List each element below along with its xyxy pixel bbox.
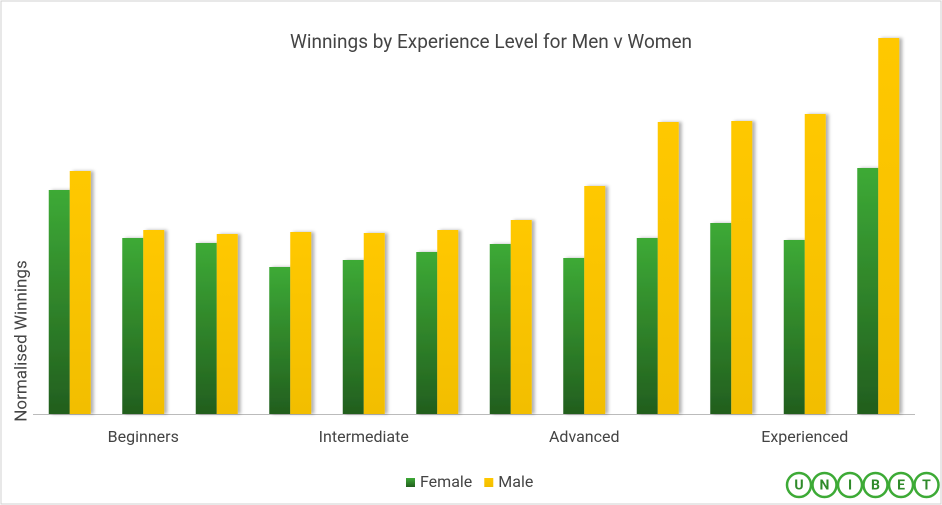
legend-swatch bbox=[484, 478, 494, 487]
bar bbox=[878, 38, 900, 414]
bar bbox=[437, 230, 459, 414]
bar bbox=[636, 238, 658, 414]
bar bbox=[363, 233, 385, 414]
bar bbox=[804, 114, 826, 414]
bar bbox=[489, 244, 511, 414]
chart-title: Winnings by Experience Level for Men v W… bbox=[290, 30, 692, 53]
bar bbox=[416, 252, 438, 414]
x-tick-label: Advanced bbox=[549, 427, 620, 446]
bar bbox=[143, 230, 165, 414]
logo-circle bbox=[913, 471, 940, 499]
bar bbox=[584, 186, 606, 414]
bar bbox=[195, 243, 217, 414]
bar bbox=[69, 171, 91, 414]
x-tick-label: Experienced bbox=[761, 427, 848, 446]
legend-label: Female bbox=[420, 472, 472, 491]
bar bbox=[510, 220, 532, 414]
bar bbox=[783, 240, 805, 414]
bar bbox=[563, 258, 585, 414]
bar bbox=[710, 223, 732, 414]
bar bbox=[216, 234, 238, 414]
logo-circle bbox=[862, 471, 889, 499]
logo-letter: B bbox=[871, 478, 880, 494]
bar bbox=[731, 121, 753, 414]
legend-swatch bbox=[406, 478, 415, 487]
bar bbox=[122, 238, 144, 414]
x-tick-label: Intermediate bbox=[319, 427, 409, 446]
bar bbox=[269, 267, 291, 414]
logo-circle bbox=[785, 471, 813, 499]
bar bbox=[657, 122, 679, 414]
logo-letter: T bbox=[922, 478, 931, 494]
bar bbox=[342, 260, 364, 414]
logo-letter: I bbox=[848, 478, 852, 494]
logo-letter: N bbox=[820, 478, 830, 494]
logo-circle bbox=[811, 471, 838, 499]
bar bbox=[48, 190, 70, 414]
y-axis-label: Normalised Winnings bbox=[11, 260, 31, 421]
legend-label: Male bbox=[498, 472, 533, 491]
bar bbox=[290, 232, 312, 414]
logo-letter: E bbox=[897, 478, 905, 494]
logo-circle bbox=[887, 471, 915, 499]
x-tick-label: Beginners bbox=[108, 427, 179, 446]
logo-letter: U bbox=[794, 478, 803, 494]
bar bbox=[857, 168, 879, 414]
logo-circle bbox=[836, 471, 864, 499]
